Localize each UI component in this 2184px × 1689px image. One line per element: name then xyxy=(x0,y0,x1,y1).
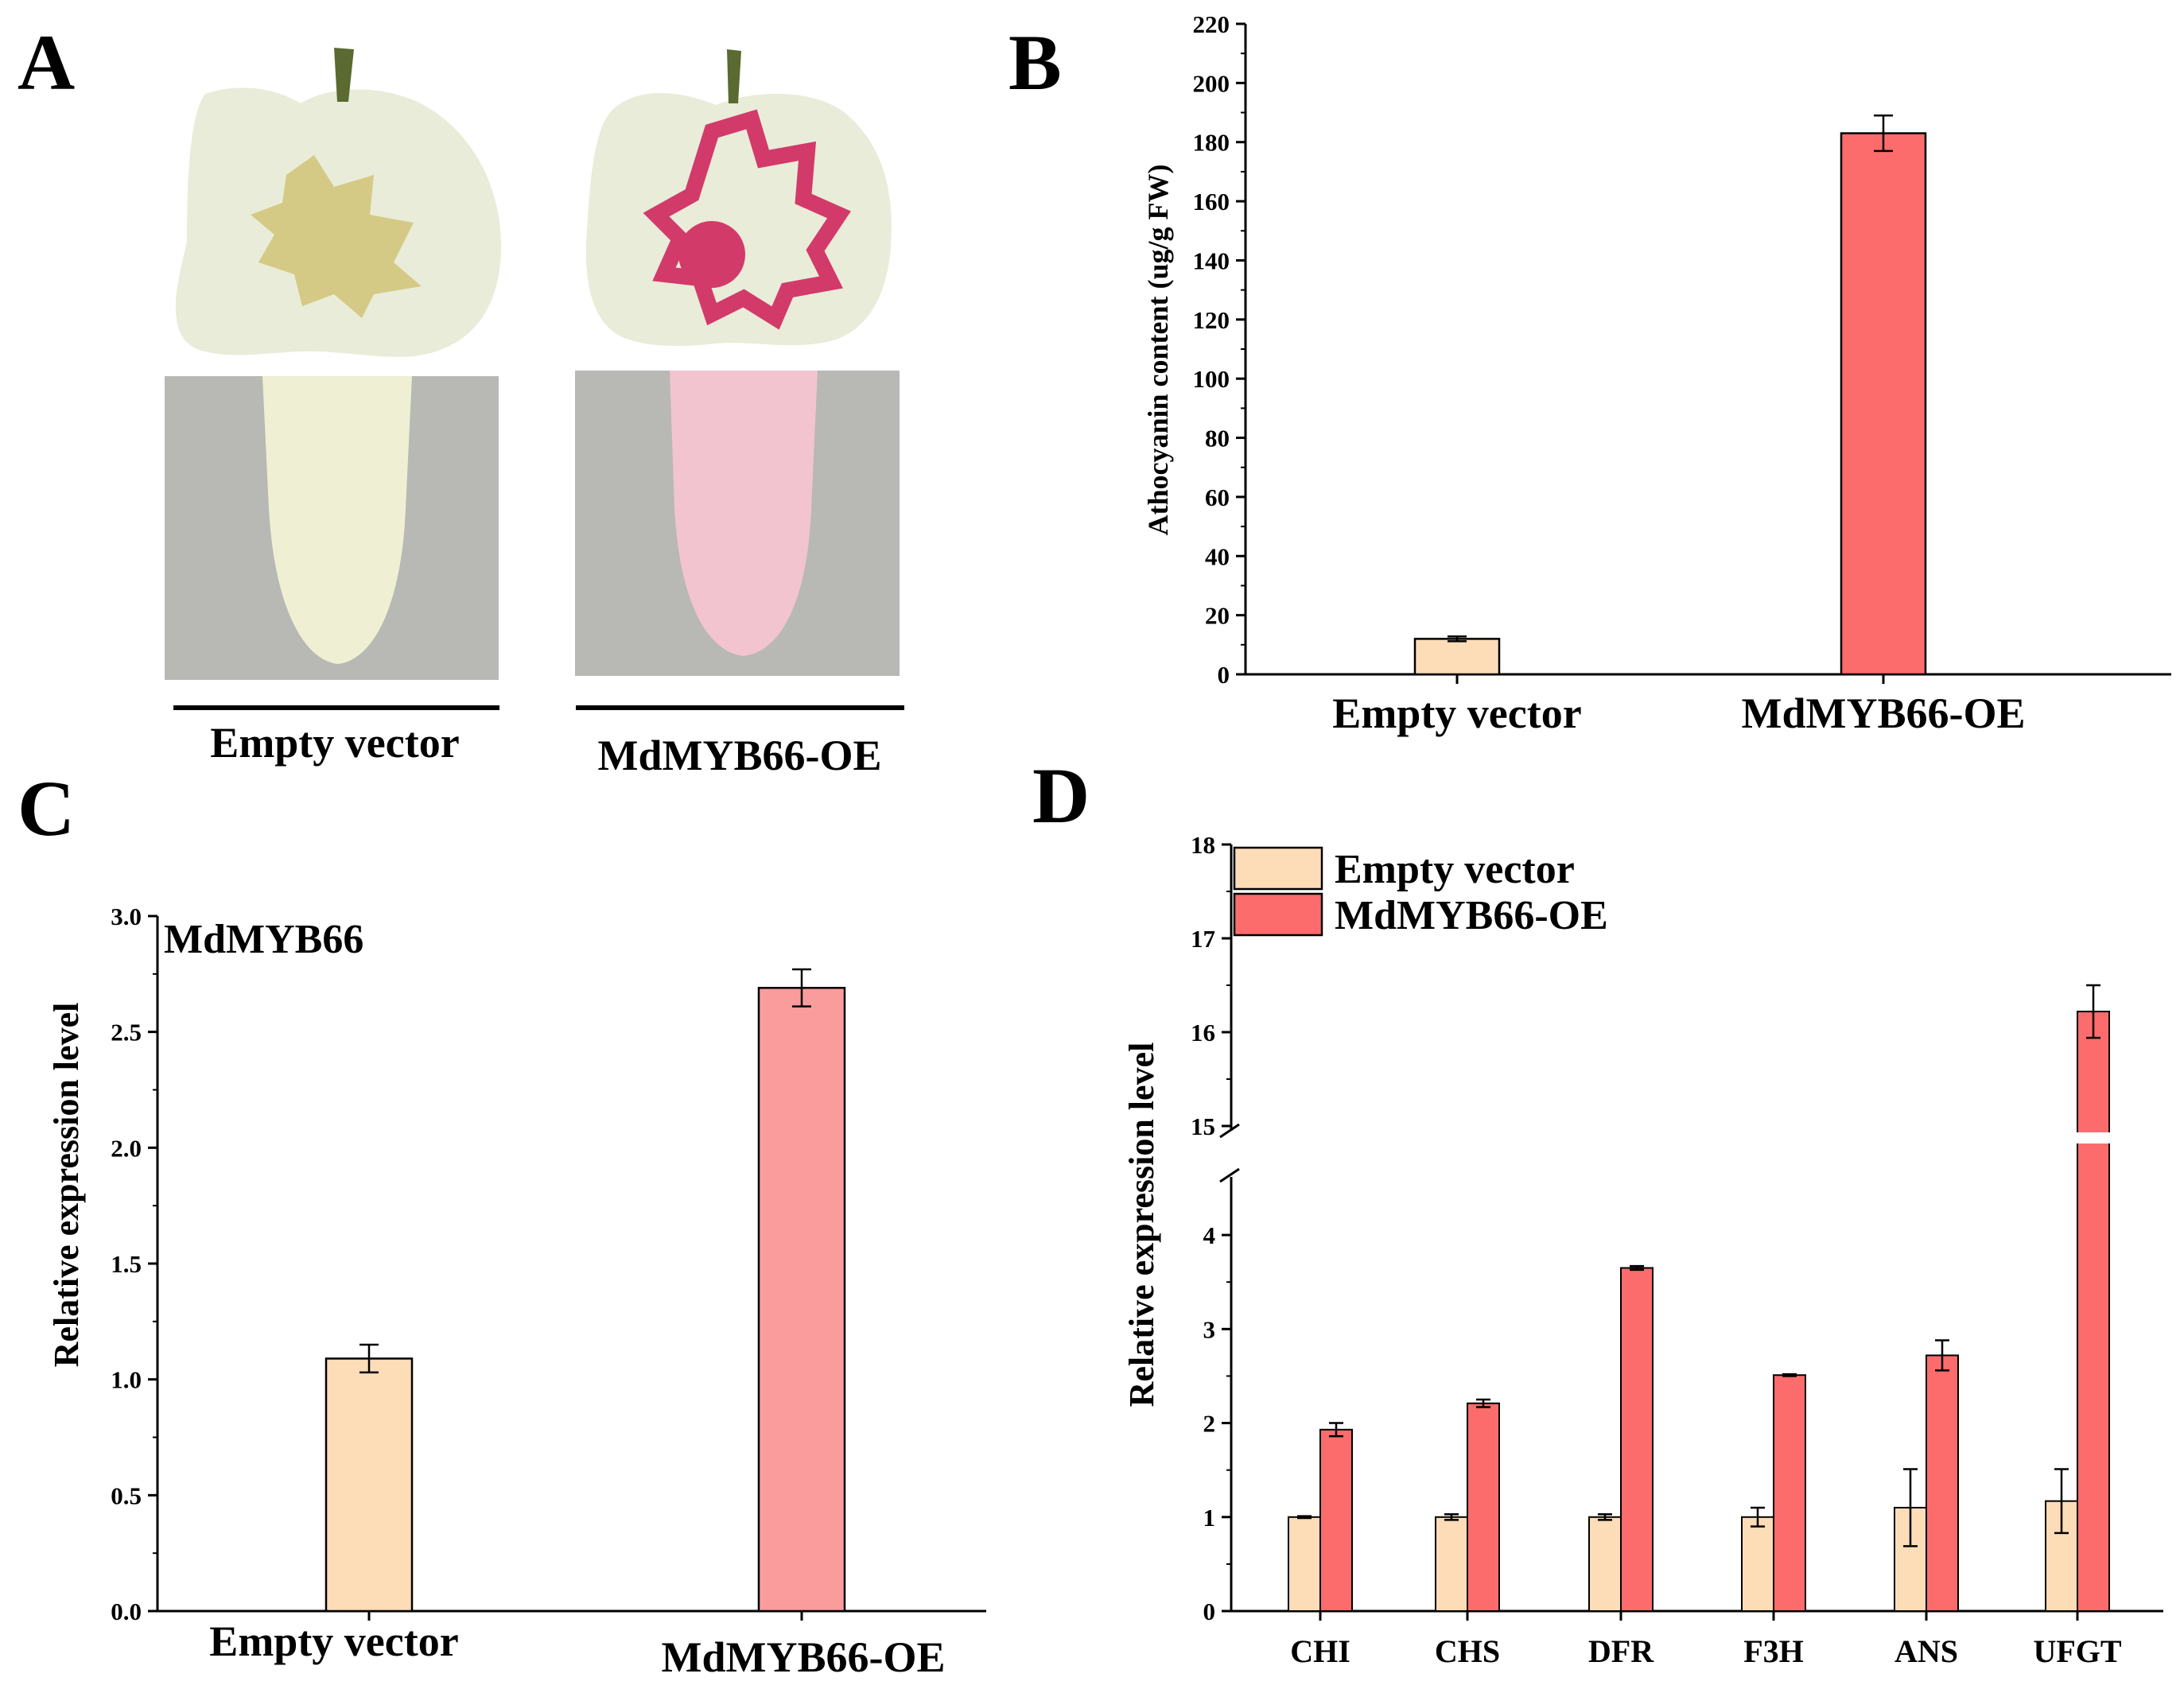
panel-letter-c: C xyxy=(17,764,75,852)
chart-b-ylabel: Athocyanin content (ug/g FW) xyxy=(1142,165,1174,536)
chart-b-category-label: Empty vector xyxy=(1332,689,1581,737)
chart-c-category-label: Empty vector xyxy=(209,1617,458,1665)
chart-b-bar-empty-vector xyxy=(1413,638,1501,676)
chart-d-ytick-label: 16 xyxy=(1191,1019,1215,1046)
panel-letter-a: A xyxy=(17,18,75,107)
chart-d-ytick-label: 4 xyxy=(1203,1221,1216,1249)
oe-apple-infiltration-ring xyxy=(643,109,851,330)
chart-d-ytick-label: 0 xyxy=(1203,1598,1216,1625)
chart-d-ylabel: Relative expression level xyxy=(1122,1043,1161,1408)
chart-d-category-label: UFGT xyxy=(2033,1633,2121,1669)
chart-d-axis-break-mark xyxy=(1219,1167,1240,1183)
chart-c-ytick-label: 1.5 xyxy=(111,1250,142,1278)
chart-b-ytick-label: 200 xyxy=(1193,69,1230,97)
photo-label-empty-vector: Empty vector xyxy=(210,719,459,767)
chart-b-ytick-label: 160 xyxy=(1193,188,1230,215)
oe-apple-photo xyxy=(585,49,892,347)
chart-b-ytick-label: 80 xyxy=(1205,425,1230,452)
chart-d-legend-label-empty-vector: Empty vector xyxy=(1335,847,1575,892)
chart-d-bar-chi-oe xyxy=(1319,1428,1353,1612)
empty-apple-stem xyxy=(334,48,354,102)
chart-c-ytick-label: 2.0 xyxy=(111,1134,142,1162)
chart-d-bar-dfr-oe xyxy=(1620,1267,1654,1612)
chart-d-legend-label-oe: MdMYB66-OE xyxy=(1335,893,1608,938)
chart-b-ytick-label: 220 xyxy=(1193,10,1230,38)
chart-d-bar-chs-empty-vector xyxy=(1435,1516,1468,1613)
chart-b-ytick-label: 20 xyxy=(1205,602,1230,630)
chart-d-bar-ans-oe xyxy=(1926,1354,1959,1612)
chart-d-category-label: DFR xyxy=(1588,1633,1654,1669)
empty-tube-liquid xyxy=(262,376,412,664)
chart-b-ytick-label: 100 xyxy=(1193,365,1230,393)
chart-d-ytick-label: 18 xyxy=(1191,831,1215,859)
chart-c-ytick-label: 0.5 xyxy=(111,1481,142,1509)
empty-apple-infiltration-area xyxy=(251,155,422,318)
chart-b-bar-oe xyxy=(1840,132,1927,676)
chart-d-bar-ufgt-oe xyxy=(2077,1011,2110,1613)
chart-d-bar-chi-empty-vector xyxy=(1288,1516,1321,1613)
chart-b-ytick-label: 60 xyxy=(1205,483,1230,511)
chart-d-category-label: CHI xyxy=(1290,1633,1350,1669)
chart-d-ytick-label: 3 xyxy=(1203,1315,1216,1343)
panel-letter-b: B xyxy=(1008,18,1062,107)
chart-b-ytick-label: 140 xyxy=(1193,247,1230,274)
chart-d: Relative expression level 0 1 2 3 4 15 16 17 18 C… xyxy=(1122,831,2163,1669)
chart-c-ytick-label: 3.0 xyxy=(111,903,142,930)
chart-d-bar-chs-oe xyxy=(1467,1402,1500,1612)
chart-d-category-label: CHS xyxy=(1435,1633,1500,1669)
chart-d-category-label: ANS xyxy=(1894,1633,1958,1669)
panel-letter-d: D xyxy=(1032,751,1090,840)
oe-apple-infiltration-spot xyxy=(678,221,745,288)
chart-d-bar-dfr-empty-vector xyxy=(1588,1516,1622,1613)
chart-d-ytick-label: 1 xyxy=(1203,1504,1216,1532)
chart-d-legend-swatch-oe xyxy=(1233,892,1323,937)
oe-tube-liquid xyxy=(670,371,818,656)
oe-apple-stem xyxy=(727,49,741,103)
chart-d-ytick-label: 15 xyxy=(1191,1112,1215,1140)
chart-d-bar-f3h-oe xyxy=(1773,1374,1806,1612)
chart-c-ytick-label: 1.0 xyxy=(111,1366,142,1394)
chart-c: Relative expression level MdMYB66 0.0 0.5… xyxy=(47,903,986,1681)
empty-vector-tube-photo xyxy=(165,376,499,680)
chart-b-ytick-label: 180 xyxy=(1193,129,1230,157)
oe-tube-photo xyxy=(575,371,900,676)
chart-b-ytick-label: 0 xyxy=(1218,661,1230,689)
chart-c-bar-oe xyxy=(757,987,846,1613)
chart-d-axis-break-mark xyxy=(1219,1123,1240,1139)
chart-c-ylabel: Relative expression level xyxy=(47,1003,86,1368)
chart-d-legend-swatch-empty-vector xyxy=(1233,846,1323,891)
chart-d-ytick-label: 2 xyxy=(1203,1410,1216,1438)
chart-d-bar-break-gap xyxy=(2074,1132,2112,1143)
chart-c-category-label: MdMYB66-OE xyxy=(662,1633,946,1681)
chart-d-category-label: F3H xyxy=(1743,1633,1804,1669)
chart-b: Athocyanin content (ug/g FW) 0 20 40 60 80 10… xyxy=(1142,10,2171,737)
photo-label-oe: MdMYB66-OE xyxy=(598,732,882,779)
chart-b-ytick-label: 40 xyxy=(1205,542,1230,570)
chart-c-ytick-label: 0.0 xyxy=(111,1598,142,1625)
chart-d-bar-f3h-empty-vector xyxy=(1741,1516,1774,1613)
empty-vector-apple-photo xyxy=(175,48,501,357)
chart-b-category-label: MdMYB66-OE xyxy=(1742,689,2026,737)
chart-c-ytick-label: 2.5 xyxy=(111,1019,142,1046)
chart-d-ytick-label: 17 xyxy=(1191,925,1215,953)
chart-c-title: MdMYB66 xyxy=(164,917,363,962)
chart-c-bar-empty-vector xyxy=(324,1357,414,1613)
chart-b-ytick-label: 120 xyxy=(1193,306,1230,334)
